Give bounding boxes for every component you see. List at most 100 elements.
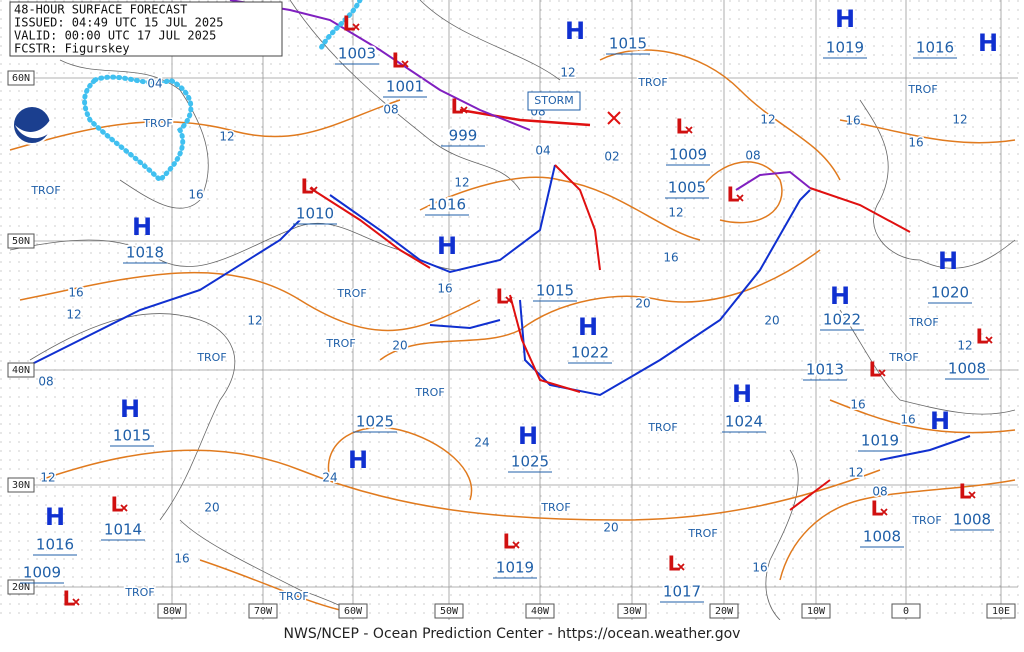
occluded-front xyxy=(229,0,531,131)
noaa-logo xyxy=(12,105,52,145)
header-line: 48-HOUR SURFACE FORECAST xyxy=(14,3,187,17)
high-pressure: 1019 xyxy=(826,39,864,57)
storm-label: STORM xyxy=(534,94,574,107)
low-center xyxy=(736,194,744,202)
high-symbol: H xyxy=(120,395,140,423)
trough-label: TROF xyxy=(30,184,60,197)
high-symbol: H xyxy=(930,407,950,435)
label-box xyxy=(986,603,1016,619)
trough-label: TROF xyxy=(278,590,308,603)
high-symbol: H xyxy=(348,446,368,474)
low-pressure: 1013 xyxy=(806,361,844,379)
longitude-label: 60W xyxy=(344,606,363,617)
isobar-label: 08 xyxy=(872,485,887,499)
longitude-label: 70W xyxy=(254,606,273,617)
low-center xyxy=(120,504,128,512)
label-box xyxy=(801,603,831,619)
isobar-label: 12 xyxy=(952,113,967,127)
low-center xyxy=(401,60,409,68)
label-box xyxy=(434,603,464,619)
isobar-label: 20 xyxy=(603,521,618,535)
label-box xyxy=(248,603,278,619)
longitude-label: 0 xyxy=(903,606,909,617)
storm-label: STORM xyxy=(527,91,581,111)
footer: NWS/NCEP - Ocean Prediction Center - htt… xyxy=(284,626,741,642)
graticule xyxy=(10,0,1018,620)
warm-front xyxy=(309,187,431,269)
isobar-label: 16 xyxy=(174,552,189,566)
longitude-label: 10E xyxy=(992,606,1010,617)
low-symbol: L xyxy=(976,325,989,349)
coastlines xyxy=(9,0,1016,621)
low-pressure: 1009 xyxy=(23,564,61,582)
high-pressure: 1022 xyxy=(571,344,609,362)
occluded-front xyxy=(735,170,811,191)
low-symbol: L xyxy=(392,49,405,73)
latitude-label: 40N xyxy=(12,365,30,376)
isobar-label: 12 xyxy=(668,206,683,220)
high-pressure: 1019 xyxy=(861,432,899,450)
isobar-label: 20 xyxy=(764,314,779,328)
label-box xyxy=(338,603,368,619)
header-box: 48-HOUR SURFACE FORECAST ISSUED: 04:49 U… xyxy=(9,1,283,57)
warm-front xyxy=(509,294,581,393)
low-symbol: L xyxy=(111,493,124,517)
high-symbol: H xyxy=(437,232,457,260)
label-box xyxy=(891,603,921,619)
isobar-label: 16 xyxy=(850,398,865,412)
high-symbol: H xyxy=(518,422,538,450)
isobar-label: 12 xyxy=(454,176,469,190)
latitude-label: 60N xyxy=(12,73,30,84)
longitude-label: 10W xyxy=(807,606,826,617)
low-pressure: 1019 xyxy=(496,559,534,577)
trough-label: TROF xyxy=(637,76,667,89)
trough-label: TROF xyxy=(647,421,677,434)
low-symbol: L xyxy=(451,95,464,119)
isobar-label: 16 xyxy=(188,188,203,202)
isobar-label: 16 xyxy=(900,413,915,427)
low-center xyxy=(512,541,520,549)
isobar-label: 24 xyxy=(322,471,337,485)
longitude-label: 80W xyxy=(163,606,182,617)
longitude-label: 30W xyxy=(623,606,642,617)
low-center xyxy=(677,563,685,571)
cold-front xyxy=(19,219,301,371)
trough-label: TROF xyxy=(414,386,444,399)
isobar-label: 04 xyxy=(147,77,162,91)
low-center xyxy=(968,491,976,499)
low-symbol: L xyxy=(871,497,884,521)
low-symbol: L xyxy=(668,552,681,576)
latitude-label: 30N xyxy=(12,480,30,491)
label-box xyxy=(709,603,739,619)
low-pressure: 1010 xyxy=(296,205,334,223)
low-symbol: L xyxy=(301,175,314,199)
high-symbol: H xyxy=(45,503,65,531)
isobar-label: 16 xyxy=(68,286,83,300)
low-pressure: 1008 xyxy=(863,528,901,546)
low-pressure: 1008 xyxy=(953,511,991,529)
isobar-label: 04 xyxy=(535,144,550,158)
low-pressure: 1003 xyxy=(338,45,376,63)
high-symbol: H xyxy=(978,29,998,57)
label-box xyxy=(617,603,647,619)
high-pressure: 1022 xyxy=(823,311,861,329)
trough-label: TROF xyxy=(325,337,355,350)
high-pressure: 1018 xyxy=(126,244,164,262)
low-pressure: 1009 xyxy=(669,146,707,164)
isobar-label: 20 xyxy=(204,501,219,515)
high-symbol: H xyxy=(835,5,855,33)
low-symbol: L xyxy=(503,530,516,554)
isobar-label: 12 xyxy=(219,130,234,144)
low-center xyxy=(985,336,993,344)
high-symbol: H xyxy=(732,380,752,408)
storm-track xyxy=(459,108,591,127)
low-symbol: L xyxy=(63,587,76,611)
latitude-label: 20N xyxy=(12,582,30,593)
label-box xyxy=(7,362,35,378)
header-line: FCSTR: Figurskey xyxy=(14,42,130,56)
isobar-label: 08 xyxy=(38,375,53,389)
longitude-label: 50W xyxy=(440,606,459,617)
isobar-label: 12 xyxy=(40,471,55,485)
trough-label: TROF xyxy=(911,514,941,527)
low-symbol: L xyxy=(676,115,689,139)
